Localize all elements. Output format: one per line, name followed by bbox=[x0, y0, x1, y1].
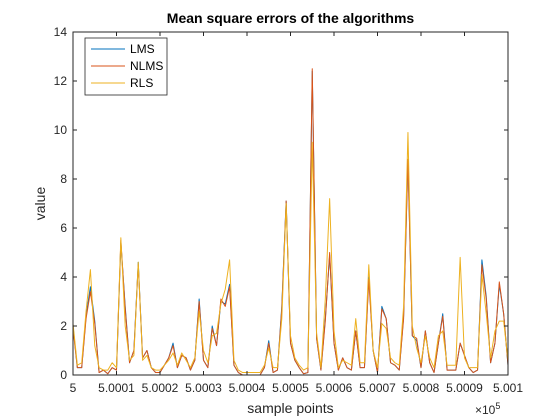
x-tick-label: 5.001 bbox=[493, 381, 523, 395]
y-tick-label: 10 bbox=[54, 123, 68, 137]
chart-title: Mean square errors of the algorithms bbox=[167, 10, 415, 26]
x-axis-label: sample points bbox=[247, 400, 333, 416]
x-axis-exponent: ×105 bbox=[475, 401, 500, 417]
y-tick-label: 12 bbox=[54, 74, 68, 88]
x-tick-label: 5.0008 bbox=[403, 381, 440, 395]
y-tick-label: 6 bbox=[60, 221, 67, 235]
x-tick-label: 5.0005 bbox=[272, 381, 309, 395]
y-tick-label: 4 bbox=[60, 270, 67, 284]
y-tick-label: 14 bbox=[54, 25, 68, 39]
x-tick-label: 5 bbox=[70, 381, 77, 395]
legend-label-nlms: NLMS bbox=[130, 59, 163, 73]
series-line-rls bbox=[72, 131, 509, 374]
y-tick-label: 2 bbox=[60, 319, 67, 333]
x-tick-label: 5.0007 bbox=[359, 381, 396, 395]
x-tick-label: 5.0001 bbox=[98, 381, 135, 395]
y-tick-label: 0 bbox=[60, 368, 67, 382]
x-tick-label: 5.0003 bbox=[185, 381, 222, 395]
x-tick-label: 5.0002 bbox=[142, 381, 179, 395]
x-tick-label: 5.0004 bbox=[229, 381, 266, 395]
x-tick-label: 5.0009 bbox=[446, 381, 483, 395]
series-line-nlms bbox=[72, 68, 509, 376]
legend: LMS NLMS RLS bbox=[84, 37, 168, 96]
x-tick-label: 5.0006 bbox=[316, 381, 353, 395]
x-exponent-base: ×10 bbox=[475, 403, 496, 417]
legend-label-lms: LMS bbox=[130, 42, 155, 56]
y-tick-label: 8 bbox=[60, 172, 67, 186]
y-axis-label: value bbox=[32, 187, 48, 221]
legend-label-rls: RLS bbox=[130, 76, 153, 90]
ticks-layer: 5 5.0001 5.0002 5.0003 5.0004 5.0005 5.0006 5.0… bbox=[54, 25, 524, 395]
x-exponent-power: 5 bbox=[495, 401, 500, 411]
series-layer bbox=[72, 68, 509, 376]
